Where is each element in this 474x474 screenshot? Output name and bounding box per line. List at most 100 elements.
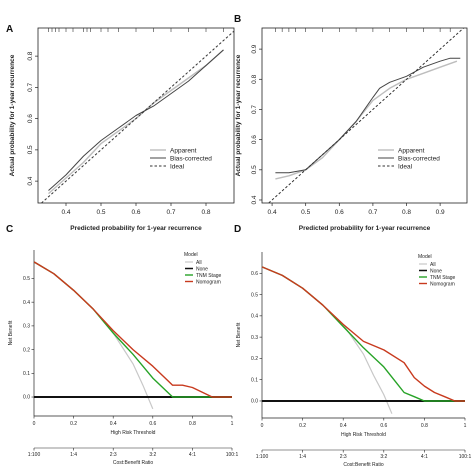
series-line-bias-corrected: [275, 57, 461, 174]
series-line-ideal: [40, 30, 234, 203]
y-tick-label: 0.7: [251, 105, 258, 114]
y-tick-label: 0.2: [251, 356, 258, 362]
x-tick-label: 0.4: [61, 209, 70, 216]
series-group: [262, 266, 465, 414]
x-tick-label: 1: [231, 421, 234, 427]
series-line-all: [34, 261, 154, 410]
chart-panel-c: C 0.0 0.1 0.2 0.3 0.4 0.5 0 1:100 0.2 1:4 0.4 2:3 0.6…: [6, 224, 238, 466]
chart-panel-a: A 0.4 0.5 0.6 0.7 0.8 0.4 0.5 0.6 0.7 0.8 Predicted…: [6, 24, 235, 232]
x-tick-label: 1: [464, 423, 467, 429]
y-tick-label: 0.4: [251, 195, 258, 204]
y-tick-label: 0.7: [27, 82, 34, 91]
series-group: [267, 28, 465, 203]
legend-label: None: [430, 268, 442, 274]
legend-label: All: [430, 262, 436, 268]
x-tick-label: 0.6: [335, 209, 344, 216]
y-tick-label: 0.2: [23, 347, 30, 353]
x2-axis-label: Cost:Benefit Ratio: [343, 462, 384, 468]
series-line-nomogram: [262, 266, 465, 402]
y-tick-label: 0.6: [251, 271, 258, 277]
x2-tick-label: 2:3: [110, 452, 117, 458]
x-tick-label: 0.7: [166, 209, 175, 216]
series-group: [40, 30, 234, 203]
x2-tick-label: 3:2: [149, 452, 156, 458]
y-tick-label: 0.8: [251, 74, 258, 83]
chart-panel-d: D 0.0 0.1 0.2 0.3 0.4 0.5 0.6 0 1:100 0.2 1:4 0.4 2:3…: [234, 224, 471, 468]
x-axis-label: High Risk Threshold: [111, 430, 156, 436]
legend-label: Ideal: [398, 163, 413, 170]
chart-panel-b: B 0.4 0.5 0.6 0.7 0.8 0.9 0.4 0.5 0.6 0.7 0.8 0.9 Pre…: [234, 14, 468, 232]
x-axis-label: Predicted probability for 1-year recurre…: [70, 225, 202, 232]
panel-letter: D: [234, 224, 241, 235]
y-tick-label: 0.1: [23, 371, 30, 377]
x2-tick-label: 100:1: [459, 454, 472, 460]
y-tick-label: 0.4: [23, 300, 30, 306]
x2-tick-label: 4:1: [189, 452, 196, 458]
x-tick-label: 0.6: [380, 423, 387, 429]
x2-tick-label: 100:1: [226, 452, 239, 458]
legend-title: Model: [418, 254, 432, 260]
x-tick-label: 0.6: [149, 421, 156, 427]
y-tick-label: 0.5: [251, 165, 258, 174]
x2-tick-label: 3:2: [380, 454, 387, 460]
legend-label: Bias-corrected: [398, 155, 440, 162]
y-tick-label: 0.0: [251, 399, 258, 405]
series-line-nomogram: [34, 261, 232, 398]
x2-tick-label: 1:4: [70, 452, 77, 458]
series-line-bias-corrected: [48, 49, 224, 191]
panel-letter: B: [234, 14, 241, 25]
y-tick-label: 0.4: [251, 314, 258, 320]
y-tick-label: 0.6: [251, 135, 258, 144]
legend-label: Nomogram: [196, 279, 221, 285]
x-tick-label: 0.5: [301, 209, 310, 216]
x-axis-label: High Risk Threshold: [341, 432, 386, 438]
series-line-all: [262, 266, 393, 414]
y-tick-label: 0.3: [23, 324, 30, 330]
y-axis-label: Actual probability for 1-year recurrence: [9, 54, 16, 176]
legend-label: Ideal: [170, 163, 185, 170]
legend-label: Bias-corrected: [170, 155, 212, 162]
legend-label: All: [196, 260, 202, 266]
series-line-apparent: [48, 49, 224, 195]
x-axis-label: Predicted probability for 1-year recurre…: [299, 225, 431, 232]
x-tick-label: 0.2: [299, 423, 306, 429]
x-tick-label: 0.4: [340, 423, 347, 429]
x-tick-label: 0.8: [201, 209, 210, 216]
legend-label: None: [196, 266, 208, 272]
y-tick-label: 0.4: [27, 176, 34, 185]
y-tick-label: 0.1: [251, 377, 258, 383]
series-group: [34, 261, 232, 410]
series-line-ideal: [267, 28, 465, 203]
y-tick-label: 0.5: [251, 292, 258, 298]
x-tick-label: 0.2: [70, 421, 77, 427]
x-tick-label: 0.4: [268, 209, 277, 216]
x2-axis-label: Cost:Benefit Ratio: [113, 460, 154, 466]
y-tick-label: 0.5: [23, 276, 30, 282]
x-tick-label: 0.4: [110, 421, 117, 427]
y-axis-label: Net Benefit: [8, 320, 14, 345]
x2-tick-label: 1:4: [299, 454, 306, 460]
x-tick-label: 0.7: [368, 209, 377, 216]
x-tick-label: 0.9: [436, 209, 445, 216]
y-tick-label: 0.3: [251, 335, 258, 341]
x2-tick-label: 1:100: [28, 452, 41, 458]
x-tick-label: 0.5: [96, 209, 105, 216]
legend-title: Model: [184, 252, 198, 258]
x2-tick-label: 2:3: [340, 454, 347, 460]
y-tick-label: 0.8: [27, 51, 34, 60]
legend-label: Apparent: [170, 147, 197, 154]
panel-letter: C: [6, 224, 13, 235]
x-tick-label: 0: [261, 423, 264, 429]
y-tick-label: 0.6: [27, 114, 34, 123]
panel-letter: A: [6, 24, 13, 35]
plot-frame: [261, 27, 468, 204]
x-tick-label: 0: [33, 421, 36, 427]
y-tick-label: 0.0: [23, 395, 30, 401]
x-tick-label: 0.6: [131, 209, 140, 216]
y-axis-label: Actual probability for 1-year recurrence: [235, 54, 242, 176]
y-tick-label: 0.5: [27, 145, 34, 154]
x2-tick-label: 4:1: [421, 454, 428, 460]
legend-label: Apparent: [398, 147, 425, 154]
x-tick-label: 0.8: [189, 421, 196, 427]
